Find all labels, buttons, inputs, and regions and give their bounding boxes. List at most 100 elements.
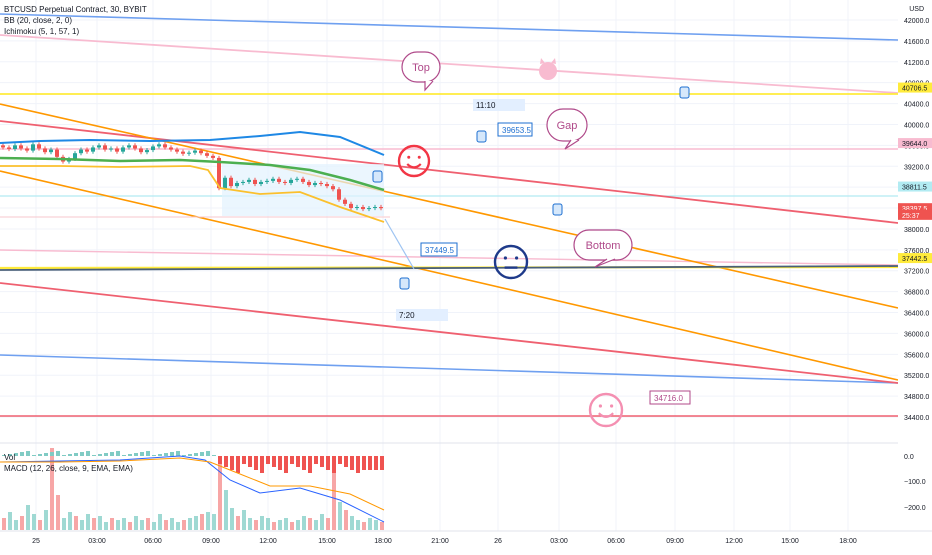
macd-histogram-bar bbox=[164, 453, 168, 456]
blue-trend-line-bottom bbox=[0, 354, 899, 384]
orange-channel-lower bbox=[0, 170, 899, 381]
macd-histogram-bar bbox=[158, 454, 162, 456]
volume-bar bbox=[356, 520, 360, 530]
price-tick-label: 40400.0 bbox=[904, 102, 929, 109]
macd-histogram-bar bbox=[212, 455, 216, 456]
gap-callout-shape bbox=[546, 108, 588, 142]
candle bbox=[121, 147, 125, 152]
volume-bar bbox=[62, 518, 66, 530]
price-label-text: 38397.5 bbox=[902, 206, 927, 213]
macd-histogram-bar bbox=[182, 455, 186, 456]
candle bbox=[265, 180, 269, 182]
macd-pane bbox=[0, 448, 385, 530]
macd-histogram-bar bbox=[326, 456, 330, 470]
candle bbox=[163, 144, 167, 148]
macd-histogram-bar bbox=[32, 455, 36, 456]
candle bbox=[355, 207, 359, 209]
pointing-hand-icon bbox=[476, 130, 487, 143]
time-tick-label: 09:00 bbox=[666, 538, 684, 545]
macd-histogram-bar bbox=[146, 451, 150, 456]
symbol-title[interactable]: BTCUSD Perpetual Contract, 30, BYBIT bbox=[4, 5, 147, 14]
vol-indicator-label[interactable]: Vol bbox=[4, 453, 16, 462]
macd-histogram-bar bbox=[320, 456, 324, 467]
macd-indicator-label[interactable]: MACD (12, 26, close, 9, EMA, EMA) bbox=[4, 464, 133, 473]
volume-bar bbox=[44, 510, 48, 530]
macd-histogram-bar bbox=[152, 455, 156, 456]
candle bbox=[127, 145, 131, 148]
volume-bar bbox=[272, 522, 276, 530]
ichimoku-indicator-label[interactable]: Ichimoku (5, 1, 57, 1) bbox=[4, 27, 80, 36]
price-tick-label: 35600.0 bbox=[904, 352, 929, 359]
macd-histogram-bar bbox=[74, 453, 78, 456]
volume-bar bbox=[380, 522, 384, 530]
macd-histogram-bar bbox=[176, 451, 180, 456]
volume-bar bbox=[86, 514, 90, 530]
candle bbox=[283, 181, 287, 183]
candle bbox=[139, 148, 143, 153]
macd-histogram-bar bbox=[80, 452, 84, 456]
volume-bar bbox=[26, 505, 30, 530]
volume-bar bbox=[110, 518, 114, 530]
volume-bar bbox=[326, 518, 330, 530]
macd-line bbox=[0, 455, 385, 523]
candle bbox=[7, 147, 11, 150]
price-note-b: 37449.5 bbox=[425, 246, 454, 255]
drawings: Top Gap Bottom 39653.5 37449.5 34716.0 11:10 7:… bbox=[372, 51, 691, 428]
volume-bar bbox=[122, 518, 126, 530]
bb-upper-line bbox=[0, 130, 385, 156]
macd-histogram-bar bbox=[242, 456, 246, 464]
price-label-badge bbox=[898, 181, 932, 192]
price-label-badge bbox=[898, 253, 932, 264]
volume-bar bbox=[188, 518, 192, 530]
volume-bar bbox=[32, 514, 36, 530]
candle bbox=[169, 147, 173, 150]
candle bbox=[319, 182, 323, 185]
macd-histogram-bar bbox=[260, 456, 264, 473]
volume-bar bbox=[368, 518, 372, 530]
price-axis-bg bbox=[898, 0, 932, 531]
macd-histogram-bar bbox=[266, 456, 270, 464]
macd-histogram-bar bbox=[362, 456, 366, 470]
volume-bar bbox=[68, 512, 72, 530]
price-note-a: 39653.5 bbox=[502, 126, 531, 135]
macd-signal-line bbox=[0, 457, 385, 511]
price-tick-label: 39200.0 bbox=[904, 164, 929, 171]
macd-histogram-bar bbox=[284, 456, 288, 473]
range-shade bbox=[222, 164, 384, 216]
macd-histogram-bar bbox=[110, 452, 114, 456]
candle bbox=[1, 145, 5, 148]
candle bbox=[73, 153, 77, 159]
volume-bar bbox=[362, 522, 366, 530]
macd-histogram-bar bbox=[356, 456, 360, 473]
happy-face-icon bbox=[397, 144, 431, 178]
bottom-callout: Bottom bbox=[573, 229, 633, 268]
red-trend-line-lower bbox=[0, 282, 899, 384]
candle bbox=[79, 149, 83, 154]
bb-indicator-label[interactable]: BB (20, close, 2, 0) bbox=[4, 16, 73, 25]
volume-bar bbox=[182, 520, 186, 530]
volume-bar bbox=[2, 518, 6, 530]
macd-histogram-bar bbox=[230, 456, 234, 470]
time-tick-label: 25 bbox=[32, 538, 40, 545]
candle bbox=[343, 199, 347, 204]
currency-label: USD bbox=[909, 6, 924, 13]
volume-bar bbox=[194, 516, 198, 530]
sleepy-face-icon-outline bbox=[588, 392, 624, 428]
macd-histogram-bar bbox=[296, 456, 300, 467]
macd-histogram-bar bbox=[254, 456, 258, 470]
volume-bar bbox=[8, 512, 12, 530]
macd-histogram-bar bbox=[302, 456, 306, 470]
time-tick-label: 12:00 bbox=[259, 538, 277, 545]
volume-bar bbox=[140, 520, 144, 530]
volume-bar bbox=[146, 518, 150, 530]
cat-face-icon bbox=[539, 62, 557, 80]
candle bbox=[211, 155, 215, 158]
volume-bar bbox=[236, 516, 240, 530]
volume-bar bbox=[116, 520, 120, 530]
price-label-text: 40706.5 bbox=[902, 86, 927, 93]
macd-histogram-bar bbox=[14, 453, 18, 456]
pink-trend-line bbox=[0, 34, 899, 94]
price-note-b-box bbox=[420, 242, 458, 257]
